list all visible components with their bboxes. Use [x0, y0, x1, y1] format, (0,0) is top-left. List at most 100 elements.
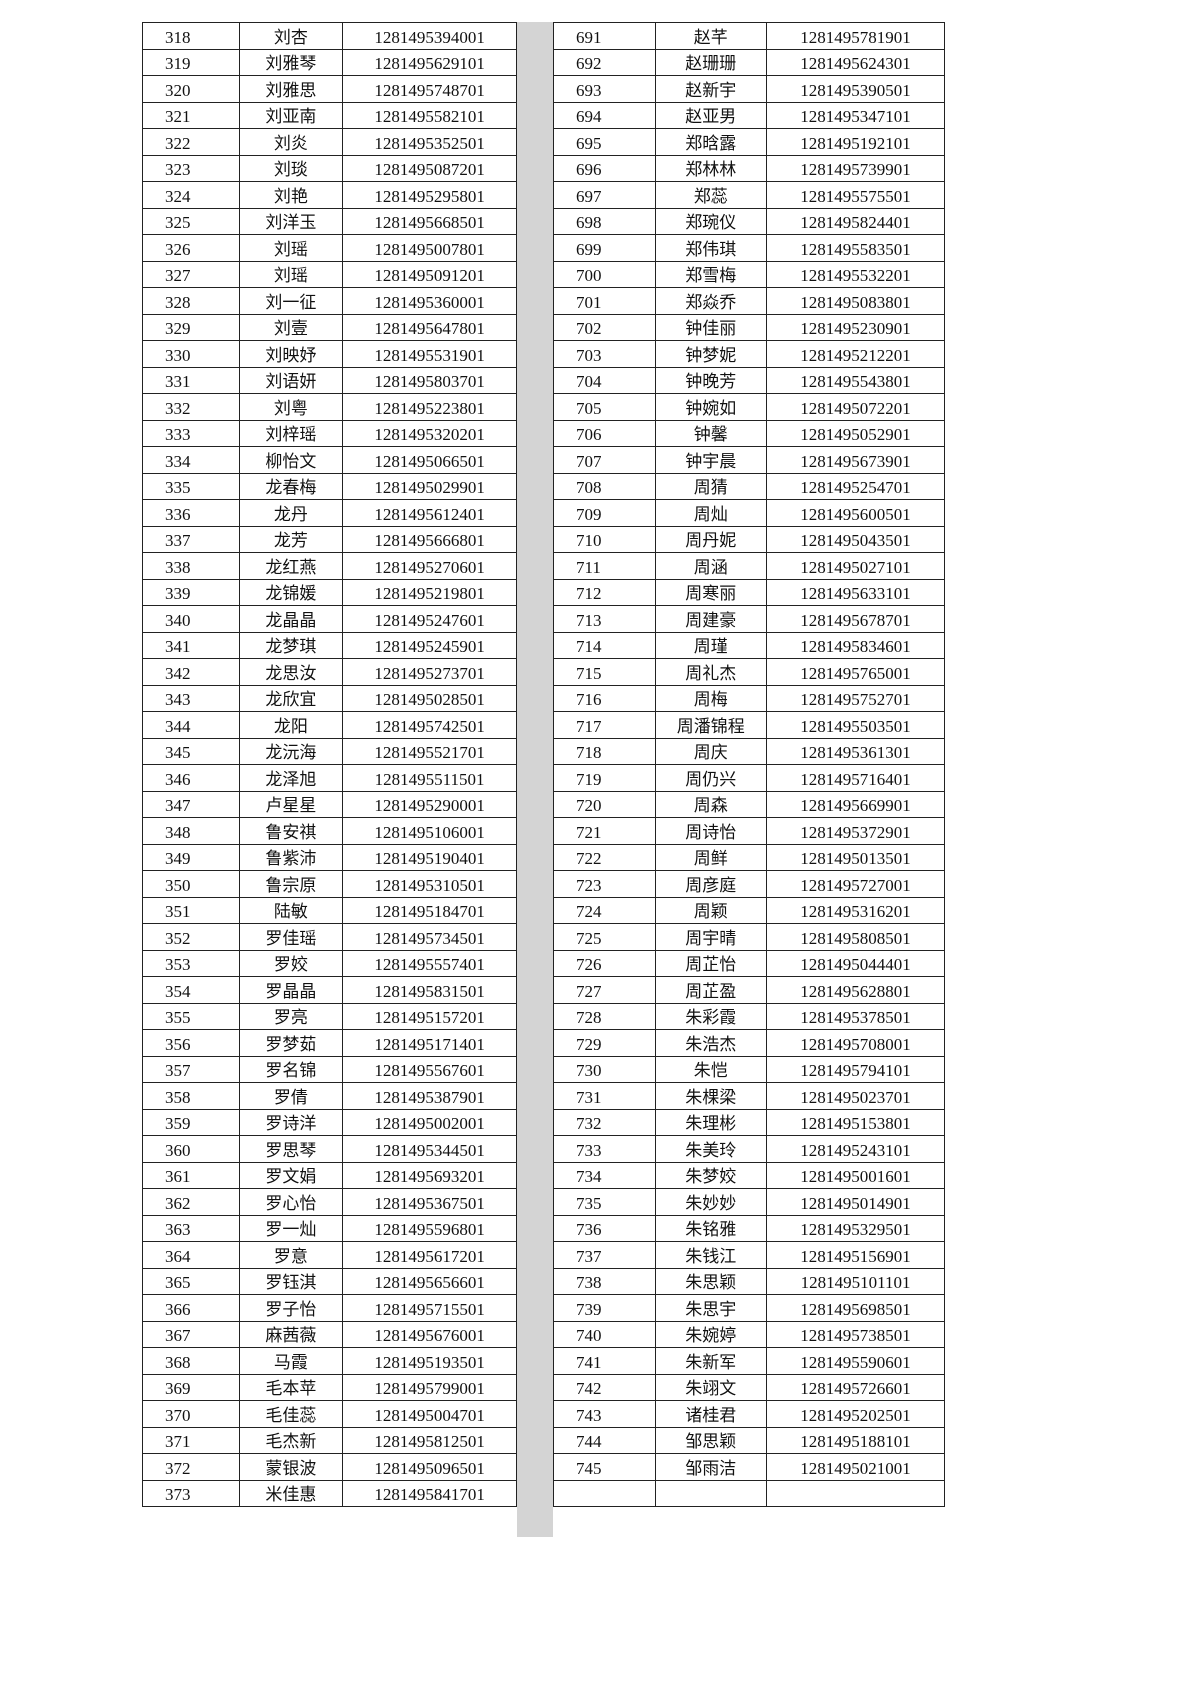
name: 郑焱乔 [654, 287, 768, 315]
id-number: 1281495002001 [342, 1108, 517, 1136]
id-number: 1281495028501 [342, 684, 517, 712]
id-number: 1281495352501 [342, 128, 517, 156]
name: 周猜 [654, 472, 768, 500]
name: 罗钰淇 [238, 1267, 344, 1295]
table-row: 339 龙锦媛 1281495219801 [142, 578, 517, 606]
table-row: 353 罗姣 1281495557401 [142, 949, 517, 977]
row-number: 743 [553, 1400, 656, 1428]
id-number: 1281495629101 [342, 48, 517, 76]
id-number: 1281495716401 [766, 764, 945, 792]
id-number: 1281495394001 [342, 22, 517, 50]
table-row: 338 龙红燕 1281495270601 [142, 552, 517, 580]
name: 罗梦茹 [238, 1029, 344, 1057]
name: 郑雪梅 [654, 260, 768, 288]
name: 周丹妮 [654, 525, 768, 553]
name: 鲁安祺 [238, 817, 344, 845]
row-number: 344 [142, 711, 240, 739]
id-number: 1281495693201 [342, 1161, 517, 1189]
id-number: 1281495372901 [766, 817, 945, 845]
name: 朱浩杰 [654, 1029, 768, 1057]
row-number: 695 [553, 128, 656, 156]
table-row: 708 周猜 1281495254701 [553, 472, 945, 500]
name: 柳怡文 [238, 446, 344, 474]
id-number: 1281495567601 [342, 1055, 517, 1083]
name: 罗子怡 [238, 1294, 344, 1322]
right-table: 691 赵芊 1281495781901 692 赵珊珊 1281495624301 693… [553, 22, 945, 1507]
id-number: 1281495582101 [342, 101, 517, 129]
name: 周寒丽 [654, 578, 768, 606]
table-row: 355 罗亮 1281495157201 [142, 1002, 517, 1030]
row-number: 707 [553, 446, 656, 474]
left-table: 318 刘杏 1281495394001 319 刘雅琴 1281495629101 320… [142, 22, 517, 1507]
table-row: 727 周芷盈 1281495628801 [553, 976, 945, 1004]
name: 鲁宗原 [238, 870, 344, 898]
row-number: 709 [553, 499, 656, 527]
row-number: 321 [142, 101, 240, 129]
row-number: 323 [142, 154, 240, 182]
table-row: 744 邹思颖 1281495188101 [553, 1426, 945, 1454]
id-number: 1281495633101 [766, 578, 945, 606]
name: 刘炎 [238, 128, 344, 156]
name: 钟晚芳 [654, 366, 768, 394]
id-number: 1281495531901 [342, 340, 517, 368]
table-row: 712 周寒丽 1281495633101 [553, 578, 945, 606]
id-number: 1281495101101 [766, 1267, 945, 1295]
table-row: 733 朱美玲 1281495243101 [553, 1135, 945, 1163]
row-number: 319 [142, 48, 240, 76]
name: 罗佳瑶 [238, 923, 344, 951]
row-number: 333 [142, 419, 240, 447]
id-number: 1281495803701 [342, 366, 517, 394]
name: 马霞 [238, 1347, 344, 1375]
name: 赵芊 [654, 22, 768, 50]
name: 周梅 [654, 684, 768, 712]
gap [517, 22, 553, 1537]
row-number: 362 [142, 1188, 240, 1216]
row-number: 348 [142, 817, 240, 845]
name: 邹思颖 [654, 1426, 768, 1454]
name: 朱棵梁 [654, 1082, 768, 1110]
name: 刘壹 [238, 313, 344, 341]
id-number: 1281495765001 [766, 658, 945, 686]
row-number: 350 [142, 870, 240, 898]
row-number: 369 [142, 1373, 240, 1401]
table-row: 366 罗子怡 1281495715501 [142, 1294, 517, 1322]
table-row: 344 龙阳 1281495742501 [142, 711, 517, 739]
table-row: 362 罗心怡 1281495367501 [142, 1188, 517, 1216]
id-number: 1281495230901 [766, 313, 945, 341]
name: 朱铭雅 [654, 1214, 768, 1242]
id-number: 1281495557401 [342, 949, 517, 977]
row-number: 366 [142, 1294, 240, 1322]
table-row: 352 罗佳瑶 1281495734501 [142, 923, 517, 951]
row-number: 725 [553, 923, 656, 951]
id-number: 1281495812501 [342, 1426, 517, 1454]
table-row: 745 邹雨洁 1281495021001 [553, 1453, 945, 1481]
table-row: 356 罗梦茹 1281495171401 [142, 1029, 517, 1057]
id-number: 1281495083801 [766, 287, 945, 315]
name: 龙沅海 [238, 737, 344, 765]
table-row: 730 朱恺 1281495794101 [553, 1055, 945, 1083]
id-number: 1281495219801 [342, 578, 517, 606]
table-row: 345 龙沅海 1281495521701 [142, 737, 517, 765]
id-number: 1281495270601 [342, 552, 517, 580]
id-number: 1281495656601 [342, 1267, 517, 1295]
table-row: 731 朱棵梁 1281495023701 [553, 1082, 945, 1110]
name: 刘艳 [238, 181, 344, 209]
row-number: 339 [142, 578, 240, 606]
id-number: 1281495316201 [766, 896, 945, 924]
id-number: 1281495013501 [766, 843, 945, 871]
id-number: 1281495647801 [342, 313, 517, 341]
table-row: 365 罗钰淇 1281495656601 [142, 1267, 517, 1295]
row-number: 697 [553, 181, 656, 209]
row-number: 693 [553, 75, 656, 103]
name: 周芷怡 [654, 949, 768, 977]
table-row: 369 毛本苹 1281495799001 [142, 1373, 517, 1401]
name: 周礼杰 [654, 658, 768, 686]
id-number: 1281495188101 [766, 1426, 945, 1454]
id-number: 1281495245901 [342, 631, 517, 659]
table-row: 354 罗晶晶 1281495831501 [142, 976, 517, 1004]
name: 龙阳 [238, 711, 344, 739]
name: 周颖 [654, 896, 768, 924]
table-row: 734 朱梦姣 1281495001601 [553, 1161, 945, 1189]
name: 刘粤 [238, 393, 344, 421]
